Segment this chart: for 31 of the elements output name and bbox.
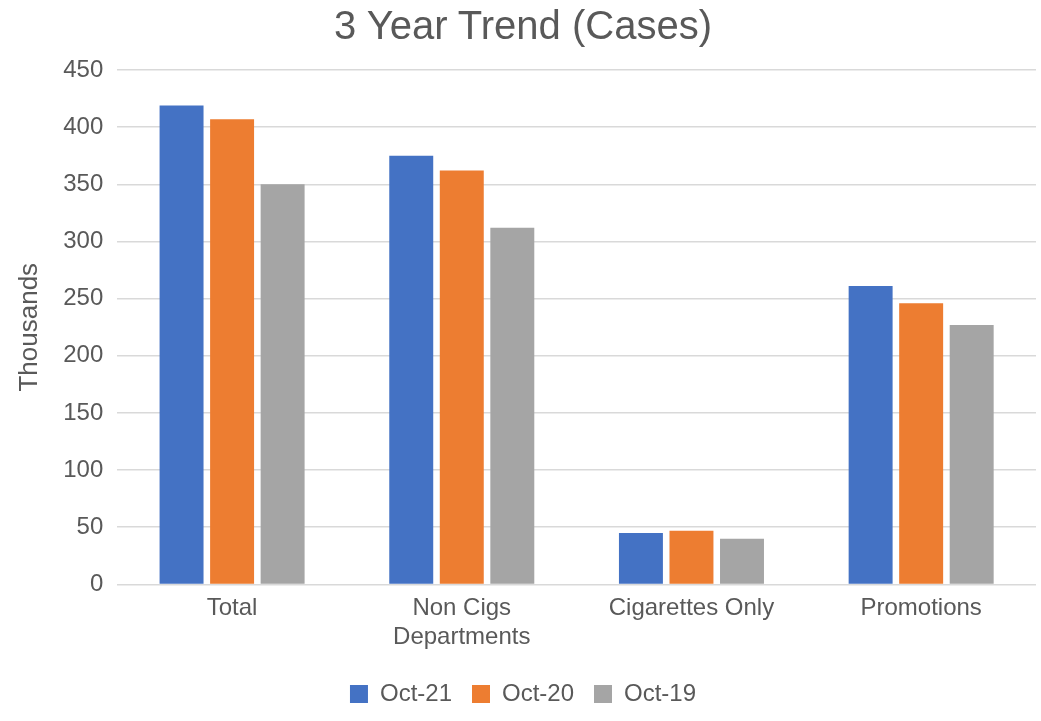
- bar: [439, 170, 484, 584]
- y-tick-label: 150: [63, 397, 104, 425]
- legend-label: Oct-20: [501, 678, 575, 706]
- y-tick-label: 50: [76, 511, 104, 539]
- x-tick-label: Non Cigs Departments: [393, 593, 531, 650]
- bar: [848, 286, 893, 584]
- bar: [389, 155, 434, 584]
- bar: [720, 538, 764, 584]
- x-tick-label: Promotions: [860, 593, 982, 621]
- bar: [618, 532, 663, 584]
- y-tick-label: 0: [89, 569, 104, 597]
- y-axis-title: Thousands: [12, 262, 43, 392]
- y-tick-label: 450: [63, 54, 104, 82]
- y-tick-label: 400: [63, 111, 104, 139]
- bar: [260, 184, 305, 584]
- legend-label: Oct-19: [624, 678, 697, 706]
- bar: [899, 303, 944, 584]
- legend-label: Oct-21: [379, 678, 452, 706]
- bar: [159, 105, 204, 584]
- y-tick-label: 250: [63, 283, 104, 311]
- x-tick-label: Cigarettes Only: [608, 593, 775, 621]
- bar: [210, 119, 255, 584]
- x-tick-label: Total: [206, 593, 258, 621]
- y-tick-label: 350: [63, 168, 104, 196]
- y-tick-label: 200: [63, 340, 104, 368]
- chart-title: 3 Year Trend (Cases): [334, 3, 712, 48]
- bar: [949, 324, 994, 584]
- bar: [669, 530, 714, 584]
- y-tick-label: 100: [63, 454, 104, 482]
- y-tick-label: 300: [63, 226, 104, 254]
- bar: [490, 227, 535, 584]
